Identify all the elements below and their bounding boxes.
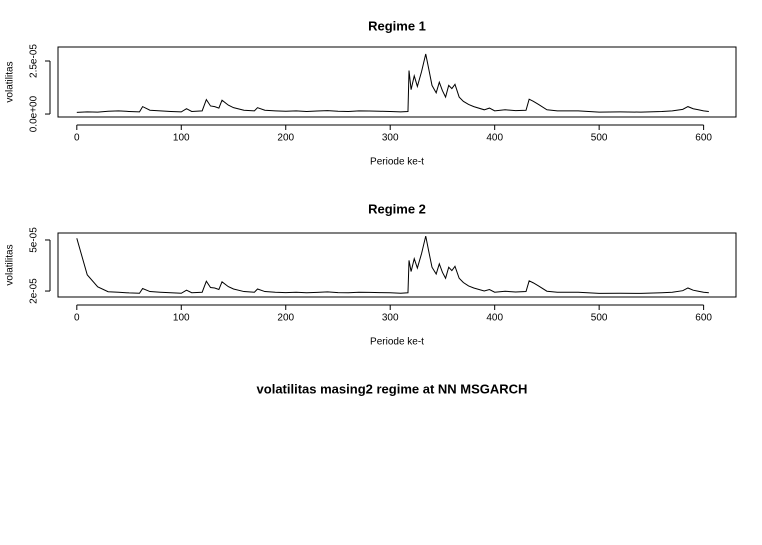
x-tick-label: 100 bbox=[173, 313, 190, 324]
chart-title: Regime 1 bbox=[368, 18, 426, 33]
x-tick-label: 600 bbox=[695, 313, 712, 324]
line-series bbox=[76, 53, 709, 113]
x-tick-label: 200 bbox=[277, 313, 294, 324]
y-axis-label: volatilitas bbox=[5, 244, 16, 285]
x-tick-label: 0 bbox=[74, 313, 80, 324]
line-series bbox=[76, 235, 709, 294]
y-tick-label: 2.5e-05 bbox=[29, 44, 40, 78]
x-tick-label: 300 bbox=[382, 133, 399, 144]
y-axis-label: volatilitas bbox=[5, 61, 16, 102]
x-tick-label: 500 bbox=[591, 313, 608, 324]
x-tick-label: 500 bbox=[591, 133, 608, 144]
plot-frame bbox=[57, 46, 737, 118]
plot-frame bbox=[57, 232, 737, 298]
y-tick-label: 0.0e+00 bbox=[29, 95, 40, 132]
x-axis-label: Periode ke-t bbox=[370, 157, 424, 168]
y-tick-label: 5e-05 bbox=[29, 227, 40, 253]
x-tick-label: 200 bbox=[277, 133, 294, 144]
x-tick-label: 400 bbox=[486, 133, 503, 144]
x-tick-label: 600 bbox=[695, 133, 712, 144]
chart-title: Regime 2 bbox=[368, 201, 426, 216]
figure-title: volatilitas masing2 regime at NN MSGARCH bbox=[257, 381, 528, 396]
x-axis-label: Periode ke-t bbox=[370, 337, 424, 348]
x-tick-label: 100 bbox=[173, 133, 190, 144]
x-tick-label: 400 bbox=[486, 313, 503, 324]
x-tick-label: 0 bbox=[74, 133, 80, 144]
y-tick-label: 2e-05 bbox=[29, 278, 40, 304]
x-tick-label: 300 bbox=[382, 313, 399, 324]
